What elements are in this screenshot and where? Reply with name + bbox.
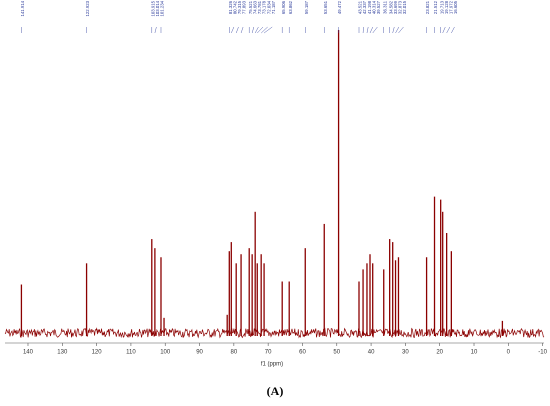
peak-label-leader xyxy=(155,27,157,33)
x-tick-label: 40 xyxy=(368,350,375,356)
x-tick-label: 60 xyxy=(299,350,306,356)
peak-label-leader xyxy=(393,27,395,33)
peak-label-leader xyxy=(367,27,368,33)
peak-label-leader xyxy=(252,27,254,33)
x-tick-label: -10 xyxy=(538,350,547,356)
peak-label: 16.605 xyxy=(453,0,458,14)
peak-label: 49.472 xyxy=(337,0,342,14)
peak-label-leader xyxy=(447,27,450,33)
peak-label: 36.311 xyxy=(382,0,387,13)
peak-label: 23.821 xyxy=(425,0,430,14)
x-tick-label: 50 xyxy=(333,350,340,356)
peak-label: 63.862 xyxy=(288,0,293,14)
x-tick-label: 20 xyxy=(436,350,443,356)
x-tick-label: 90 xyxy=(196,350,203,356)
peak-label-leader xyxy=(373,27,378,33)
peak-label: 39.527 xyxy=(376,0,381,14)
peak-label-leader xyxy=(398,27,403,33)
peak-label-leader xyxy=(363,27,364,33)
peak-label: 101.234 xyxy=(160,0,165,16)
peak-label-leader xyxy=(264,27,272,33)
x-tick-label: 70 xyxy=(265,350,272,356)
peak-label: 53.651 xyxy=(323,0,328,14)
x-tick-label: 100 xyxy=(160,350,171,356)
peak-label-leader xyxy=(231,27,234,33)
baseline-noise xyxy=(5,329,544,338)
peak-label-leader xyxy=(236,27,238,33)
peak-label: 32.015 xyxy=(402,0,407,14)
peak-label: 77.893 xyxy=(242,0,247,14)
x-axis-title: f1 (ppm) xyxy=(261,362,283,368)
peak-label: 65.906 xyxy=(281,0,286,14)
x-tick-label: 130 xyxy=(57,350,68,356)
peak-label-leader xyxy=(396,27,399,33)
peak-label-leader xyxy=(443,27,446,33)
peak-label: 122.923 xyxy=(85,0,90,16)
x-tick-label: 30 xyxy=(402,350,409,356)
x-tick-label: 80 xyxy=(230,350,237,356)
x-tick-label: 0 xyxy=(507,350,511,356)
peak-label-leader xyxy=(241,27,243,33)
x-tick-label: 110 xyxy=(126,350,136,356)
peak-label-leader xyxy=(370,27,373,33)
x-tick-label: 120 xyxy=(92,350,103,356)
caption: (A) xyxy=(267,384,284,398)
x-tick-label: 140 xyxy=(23,350,34,356)
x-tick-label: 10 xyxy=(471,350,478,356)
peak-label: 141.914 xyxy=(20,0,25,16)
peak-label: 21.512 xyxy=(433,0,438,14)
peak-label: 59.187 xyxy=(304,0,309,14)
peak-label: 71.187 xyxy=(271,0,276,14)
peak-label-leader xyxy=(451,27,454,33)
